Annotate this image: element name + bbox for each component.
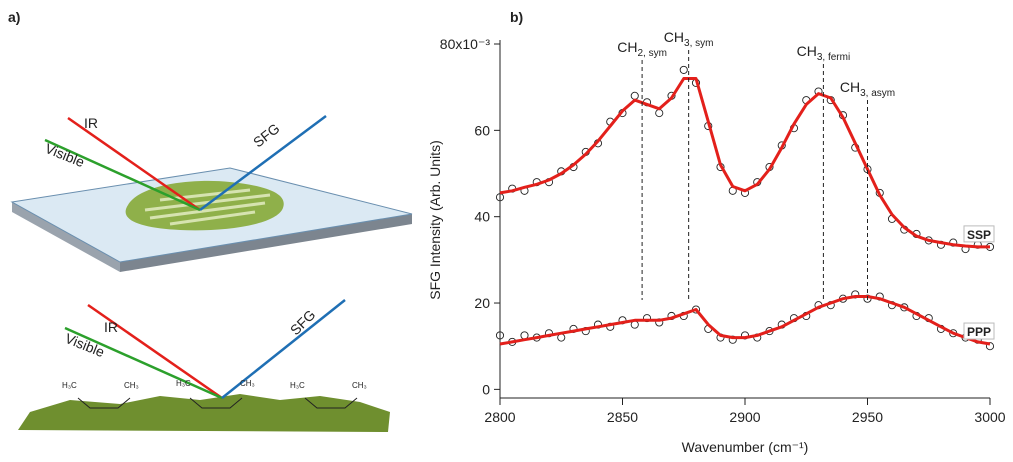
y-tick-label: 0 (482, 381, 490, 397)
data-point (495, 193, 505, 202)
surface (18, 299, 390, 432)
panel-label: b) (510, 9, 523, 25)
beam-label: SFG (287, 306, 319, 338)
series-label-box (963, 322, 995, 340)
annotation-sub: 3, sym (684, 38, 713, 49)
x-axis-label: Wavenumber (cm⁻¹) (682, 439, 809, 455)
molecule-label: H₃C (290, 381, 305, 390)
molecule-label: H₃C (176, 379, 191, 388)
beam-label: Visible (43, 140, 87, 170)
series-label: SSP (967, 228, 991, 242)
annotation-main: CH (617, 39, 637, 55)
series-label: PPP (967, 325, 991, 339)
y-tick-label: 40 (474, 209, 490, 225)
y-tick-label: 60 (474, 122, 490, 138)
beam-label: IR (104, 319, 118, 335)
x-tick-label: 2850 (607, 409, 638, 425)
annotation-sub: 3, asym (860, 88, 895, 99)
series-label-box (963, 225, 995, 243)
molecule-label: H₃C (62, 381, 77, 390)
molecule-label: CH₃ (240, 379, 255, 388)
y-tick-label: 80x10⁻³ (440, 36, 491, 52)
annotation-label: CH2, sym (617, 39, 667, 59)
molecule-label: CH₃ (124, 381, 139, 390)
annotation-label: CH3, sym (664, 29, 714, 49)
annotation-label: CH3, fermi (797, 43, 851, 63)
data-point (679, 65, 688, 74)
molecule-label: CH₃ (352, 381, 367, 390)
x-tick-label: 3000 (974, 409, 1005, 425)
data-point (655, 109, 664, 118)
y-axis-label: SFG Intensity (Arb. Units) (427, 140, 443, 299)
slab (10, 114, 413, 272)
annotation-sub: 2, sym (637, 48, 666, 59)
x-tick-label: 2800 (484, 409, 515, 425)
annotation-main: CH (797, 43, 817, 59)
data-point (630, 91, 639, 100)
fit-line (499, 295, 991, 346)
x-tick-label: 2900 (729, 409, 760, 425)
annotation-sub: 3, fermi (817, 52, 850, 63)
data-point (495, 331, 505, 340)
annotation-main: CH (840, 79, 860, 95)
panel-label: a) (8, 9, 20, 25)
annotation-main: CH (664, 29, 684, 45)
annotation-label: CH3, asym (840, 79, 895, 99)
beam-label: IR (84, 115, 98, 131)
beam-label: Visible (63, 330, 107, 360)
y-tick-label: 20 (474, 295, 490, 311)
beam-label: SFG (250, 120, 283, 150)
x-tick-label: 2950 (852, 409, 883, 425)
fit-line (499, 77, 990, 249)
